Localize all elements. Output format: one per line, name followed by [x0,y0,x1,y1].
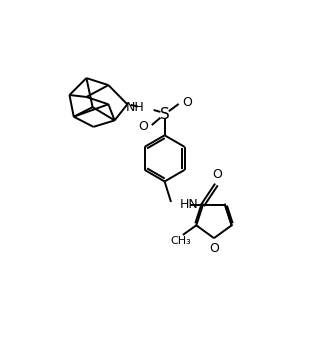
Text: O: O [209,242,219,255]
Text: NH: NH [126,101,145,114]
Text: HN: HN [180,198,199,211]
Text: O: O [212,169,222,181]
Text: O: O [182,96,192,109]
Text: CH₃: CH₃ [171,236,192,246]
Text: S: S [160,107,170,122]
Text: O: O [138,120,148,133]
